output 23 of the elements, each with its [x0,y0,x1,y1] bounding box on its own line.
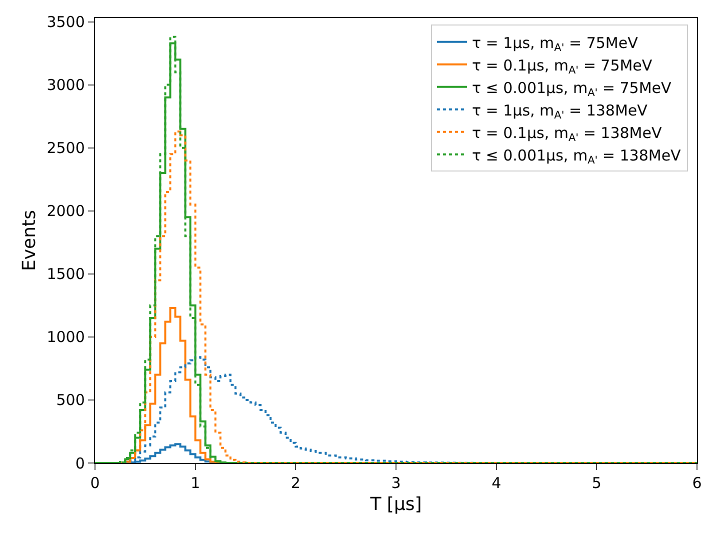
y-tick-label: 3500 [46,13,85,32]
y-tick-label: 2500 [46,139,85,158]
y-tick-label: 1000 [46,328,85,346]
legend-label: τ = 0.1μs, m$_{A'}$ = 138MeV [472,124,662,144]
legend-label: τ ≤ 0.001μs, m$_{A'}$ = 138MeV [472,146,682,166]
legend-label: τ = 0.1μs, m$_{A'}$ = 75MeV [472,56,653,76]
x-axis-title: T [μs] [369,494,422,516]
y-tick-label: 3000 [46,76,85,94]
legend-label: τ ≤ 0.001μs, m$_{A'}$ = 75MeV [472,78,672,99]
y-axis-title: Events [18,210,40,271]
x-tick-label: 5 [592,474,602,492]
y-tick-label: 500 [56,391,85,410]
x-tick-label: 4 [492,474,502,492]
legend-label: τ = 1μs, m$_{A'}$ = 75MeV [472,34,639,54]
y-tick-label: 2000 [46,202,85,220]
legend-label: τ = 1μs, m$_{A'}$ = 138MeV [472,101,648,122]
y-tick-label: 0 [75,454,85,472]
x-tick-label: 3 [391,474,401,492]
y-tick-label: 1500 [46,265,85,284]
x-tick-label: 1 [190,474,200,492]
x-tick-label: 2 [290,474,300,492]
x-tick-label: 6 [692,474,702,492]
x-tick-label: 0 [90,474,100,492]
